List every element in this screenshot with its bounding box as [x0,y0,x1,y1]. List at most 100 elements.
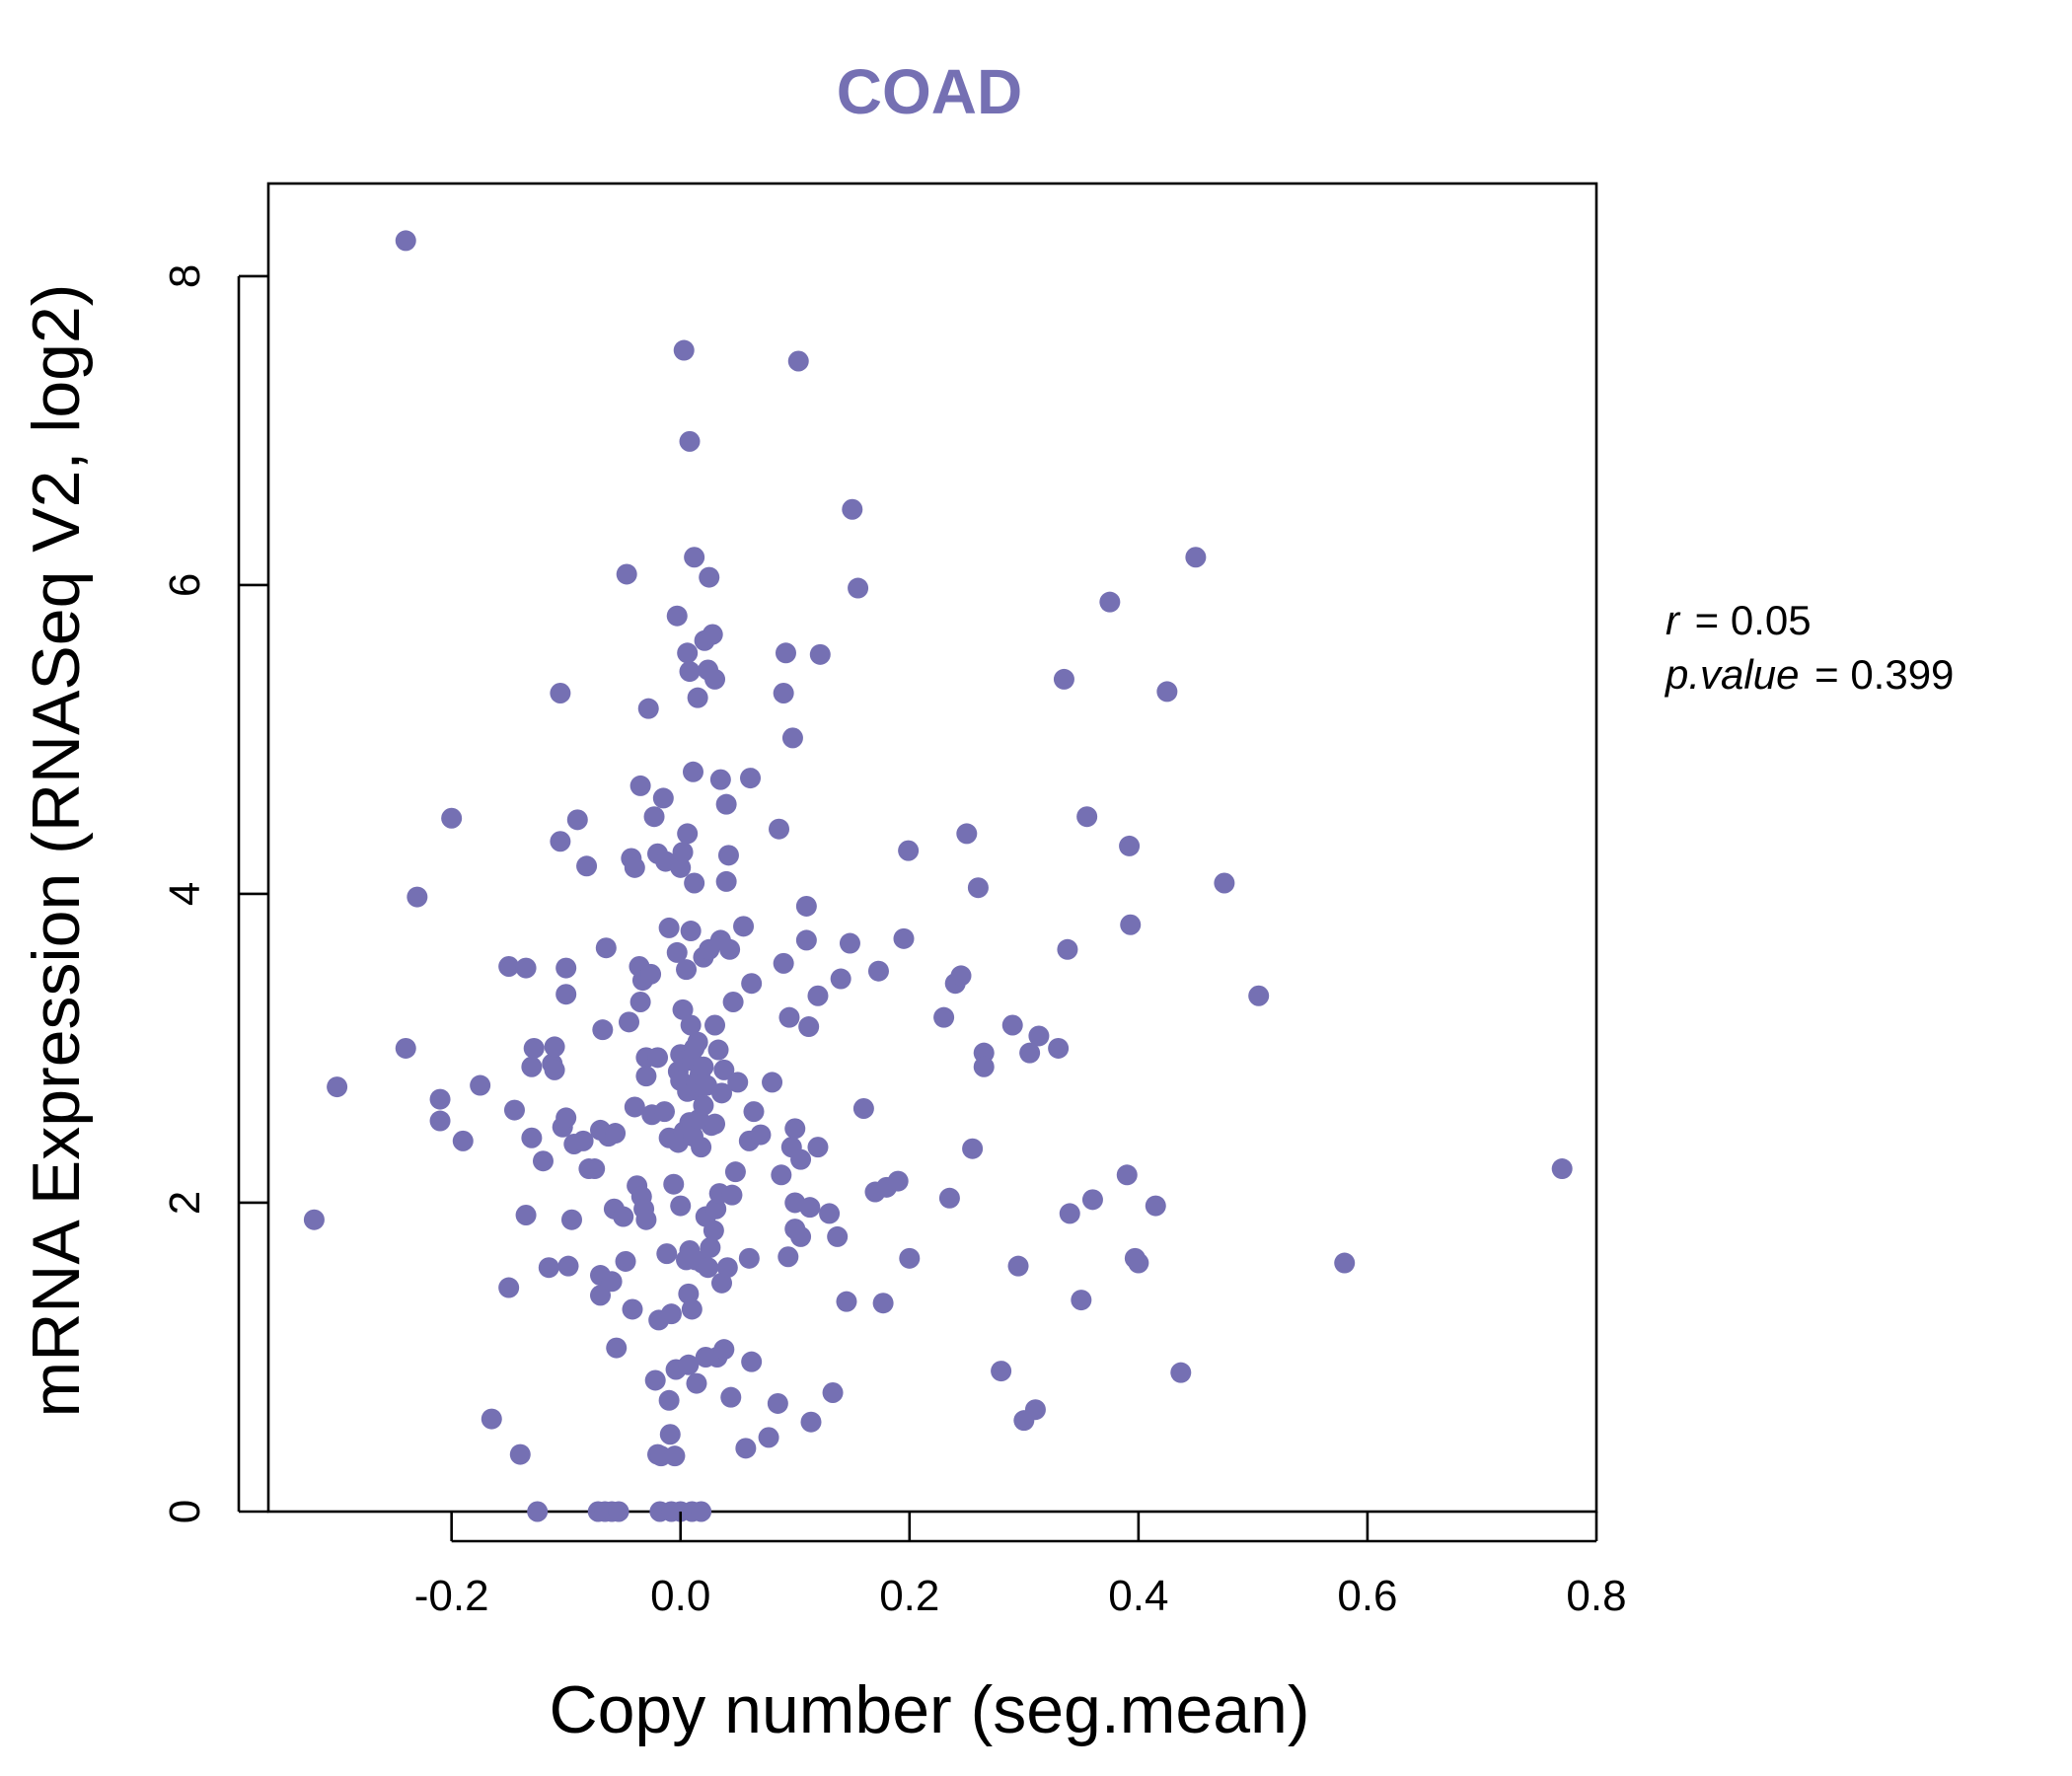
data-point [629,992,651,1013]
data-point [566,809,588,831]
data-point [738,1247,760,1269]
data-point [622,1298,643,1320]
data-point [407,886,428,908]
data-point [678,1283,700,1304]
data-point [809,643,831,665]
plot-frame [266,182,1598,1514]
data-point [703,1220,724,1241]
data-point [867,960,889,982]
data-point [647,1047,669,1069]
data-point [717,845,739,866]
data-point [653,1101,675,1123]
data-point [619,1011,640,1033]
data-point [727,1072,749,1093]
data-point [1334,1252,1356,1274]
data-point [656,1243,678,1265]
data-point [933,1006,955,1028]
data-point [557,1255,579,1277]
data-point [720,1386,742,1408]
data-point [544,1036,565,1058]
data-point [560,1209,582,1230]
data-point [704,1113,726,1135]
data-point [698,1257,719,1279]
data-point [608,1501,629,1522]
data-point [637,698,659,719]
data-point [798,1016,820,1038]
data-point [950,965,972,987]
data-point [584,1158,606,1180]
data-point [722,992,744,1013]
y-axis-label: mRNA Expression (RNASeq V2, log2) [19,284,94,1418]
data-point [677,823,699,845]
data-point [624,1096,645,1118]
data-point [887,1170,909,1192]
data-point [658,917,680,938]
data-point [395,230,416,252]
data-point [624,856,645,878]
data-point [1099,591,1121,613]
data-point [769,818,790,840]
data-point [735,1438,757,1459]
data-point [741,1351,763,1372]
data-point [532,1150,554,1172]
data-point [550,682,571,703]
data-point [606,1337,628,1359]
data-point [852,1098,874,1119]
data-point [687,1031,708,1053]
data-point [715,870,737,892]
x-tick-label: 0.0 [650,1572,710,1620]
data-point [527,1501,549,1522]
data-point [550,831,571,852]
data-point [719,938,741,960]
data-point [684,872,705,894]
data-point [679,430,701,452]
data-point [1214,872,1235,894]
data-point [676,959,698,981]
data-point [643,806,665,828]
data-point [681,1298,703,1320]
data-point [822,1381,844,1403]
data-point [644,1369,666,1391]
data-point [1057,938,1078,960]
data-point [1081,1189,1103,1211]
data-point [1156,681,1178,703]
p-value-annotation: p.value = 0.399 [1664,651,1954,698]
data-point [605,1123,627,1145]
data-point [613,1206,634,1227]
data-point [615,1250,636,1272]
data-point [670,1195,692,1217]
data-point [1551,1158,1573,1180]
data-point [538,1257,559,1279]
data-point [395,1037,416,1059]
data-point [1119,835,1141,856]
data-point [721,1184,743,1206]
data-point [1076,806,1098,828]
data-point [1048,1037,1070,1059]
data-point [652,787,674,809]
data-point [555,984,577,1005]
data-point [836,1291,857,1312]
data-point [787,350,809,372]
y-axis: 0 2 4 6 8 [161,264,268,1523]
data-point [686,1372,707,1394]
data-point [741,973,763,995]
data-point [775,642,796,664]
data-point [704,668,726,690]
data-point [842,498,863,520]
data-point [973,1056,995,1077]
data-point [956,823,978,845]
data-point [595,937,617,959]
data-point [819,1203,841,1224]
data-point [740,768,762,789]
data-point [666,941,688,963]
data-point [635,1209,657,1230]
data-point [750,1124,772,1146]
x-tick-label: 0.2 [879,1572,939,1620]
data-point [452,1130,474,1151]
data-point [521,1056,543,1077]
data-point [733,916,755,937]
data-point [777,1246,799,1268]
data-point [784,1118,806,1140]
data-point [672,999,694,1020]
